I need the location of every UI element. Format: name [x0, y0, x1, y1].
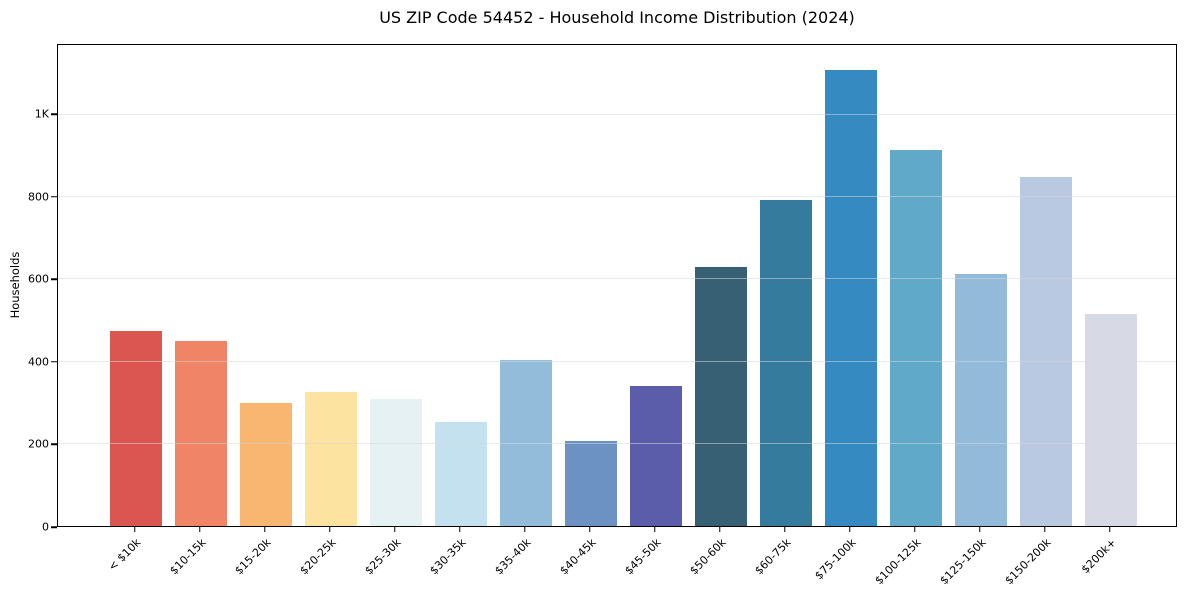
y-tick-mark — [51, 443, 57, 446]
x-tick-label: $75-100k — [812, 536, 859, 583]
x-tick-label: $200k+ — [1078, 536, 1119, 577]
x-tick-label: $40-45k — [557, 536, 599, 578]
x-tick-mark — [783, 527, 786, 532]
y-tick-label: 200 — [28, 437, 49, 451]
bar-$20-25k — [304, 391, 357, 526]
x-tick-label: $60-75k — [752, 536, 794, 578]
x-tick-label: $20-25k — [297, 536, 339, 578]
x-tick-label: $30-35k — [427, 536, 469, 578]
x-tick-label: $50-60k — [687, 536, 729, 578]
bar-$200k+ — [1084, 313, 1137, 526]
x-axis-labels: < $10k $10-15k $15-20k $20-25k $25-30k $30-35… — [57, 536, 1177, 590]
plot-area — [57, 44, 1177, 527]
y-tick-label: 800 — [28, 190, 49, 204]
x-tick-mark — [328, 527, 331, 532]
y-axis-label: Households — [8, 251, 22, 319]
x-tick-label: $15-20k — [232, 536, 274, 578]
x-tick-label: $35-40k — [492, 536, 534, 578]
gridline-200 — [58, 442, 1176, 444]
y-tick-mark — [51, 195, 57, 198]
bar-$10-15k — [174, 341, 227, 526]
bar-$125-150k — [954, 274, 1007, 526]
bar-$75-100k — [824, 69, 877, 526]
x-tick-mark — [523, 527, 526, 532]
x-tick-mark — [263, 527, 266, 532]
gridline-800 — [58, 196, 1176, 198]
x-tick-mark — [718, 527, 721, 532]
x-tick-mark — [133, 527, 136, 532]
y-tick-mark — [51, 113, 57, 115]
bar-$15-20k — [239, 402, 292, 526]
bar-$60-75k — [759, 200, 812, 526]
y-tick-mark — [51, 526, 57, 528]
gridline-400 — [58, 360, 1176, 362]
x-tick-mark — [198, 527, 201, 532]
bar-$100-125k — [889, 150, 942, 526]
x-tick-mark — [393, 527, 396, 532]
x-tick-mark — [588, 527, 591, 532]
y-tick-label: 400 — [28, 355, 49, 369]
x-tick-mark — [913, 527, 916, 532]
y-tick-mark — [51, 278, 57, 281]
y-tick-label: 0 — [42, 520, 49, 534]
bar-$25-30k — [369, 398, 422, 526]
y-tick-label: 1K — [34, 107, 49, 121]
y-tick-mark — [51, 361, 57, 363]
bar-$30-35k — [434, 422, 487, 526]
x-tick-label: $100-125k — [872, 536, 924, 588]
x-tick-mark — [848, 527, 851, 532]
x-tick-label: $45-50k — [622, 536, 664, 578]
chart-title: US ZIP Code 54452 - Household Income Dis… — [379, 8, 855, 27]
x-tick-mark — [1108, 527, 1111, 532]
bar-$150-200k — [1019, 177, 1072, 526]
y-tick-label: 600 — [28, 272, 49, 286]
x-tick-mark — [978, 527, 981, 532]
bar-$40-45k — [564, 441, 617, 526]
x-tick-mark — [458, 527, 461, 532]
x-tick-label: $150-200k — [1002, 536, 1054, 588]
gridline-600 — [58, 278, 1176, 280]
x-tick-mark — [653, 527, 656, 532]
gridline-1K — [58, 113, 1176, 115]
x-tick-label: $10-15k — [167, 536, 209, 578]
bar-$50-60k — [694, 267, 747, 526]
bar-$45-50k — [629, 385, 682, 526]
x-tick-label: < $10k — [106, 536, 144, 574]
x-tick-label: $25-30k — [362, 536, 404, 578]
bar-< $10k — [109, 331, 162, 526]
x-tick-label: $125-150k — [937, 536, 989, 588]
x-tick-mark — [1043, 527, 1046, 532]
